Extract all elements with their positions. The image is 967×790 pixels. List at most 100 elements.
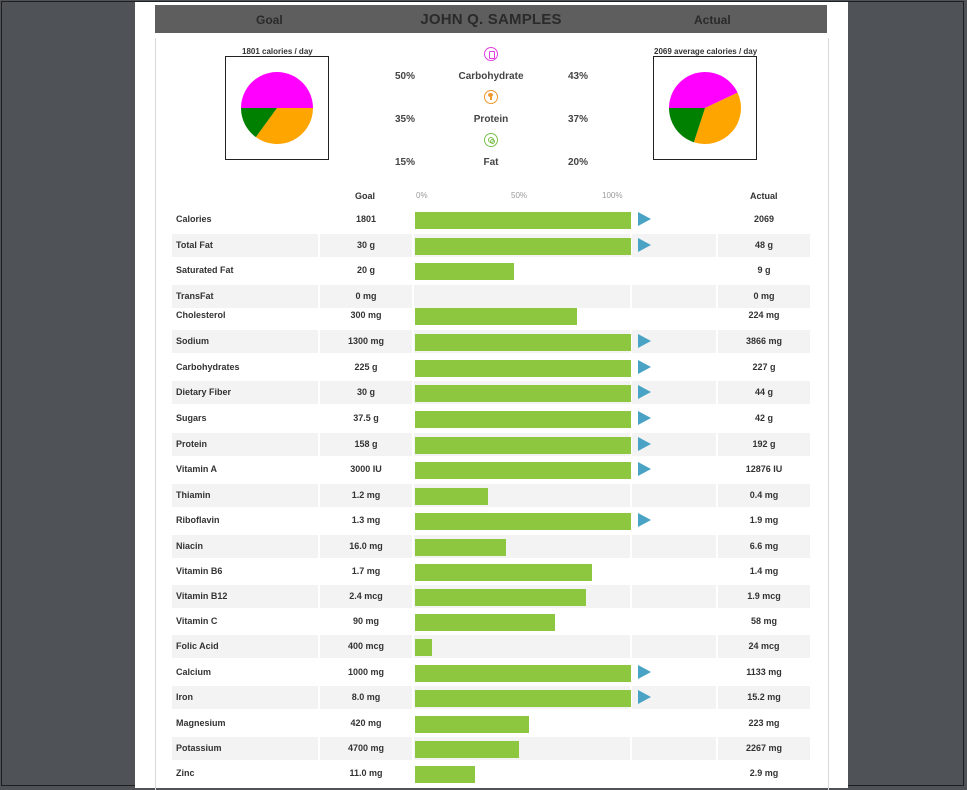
- nutrient-name-cell: Sodium: [172, 330, 318, 353]
- nutrient-name-cell: Calories: [172, 208, 318, 231]
- table-row: Dietary Fiber 30 g 44 g: [172, 381, 810, 404]
- pie-slice-protein: [255, 108, 313, 144]
- bar-cell: [414, 509, 631, 532]
- over-goal-arrow-icon: [638, 437, 651, 451]
- progress-bar: [415, 238, 631, 255]
- actual-cell: 1.9 mcg: [718, 585, 810, 608]
- actual-value: 1.9 mcg: [747, 591, 781, 601]
- progress-bar: [415, 334, 631, 351]
- goal-cell: 4700 mg: [320, 737, 412, 760]
- actual-cell: 24 mcg: [718, 635, 810, 658]
- nutrient-name-cell: Niacin: [172, 535, 318, 558]
- bar-cell: [414, 737, 630, 760]
- over-goal-arrow-icon: [638, 690, 651, 704]
- pie-slice-carbohydrate: [241, 72, 313, 108]
- actual-cell: 2069: [718, 208, 810, 231]
- nutrient-name: Zinc: [176, 768, 195, 778]
- table-row: Calories 1801 2069: [172, 208, 810, 231]
- arrow-cell: [632, 712, 716, 735]
- actual-value: 3866 mg: [745, 336, 783, 346]
- actual-value: 227 g: [752, 362, 776, 372]
- table-row: Saturated Fat 20 g 9 g: [172, 259, 810, 282]
- pie-slice-fat: [669, 108, 705, 143]
- arrow-cell: [632, 208, 716, 231]
- arrow-cell: [632, 433, 716, 456]
- goal-cell: 3000 IU: [320, 458, 412, 481]
- progress-bar: [415, 488, 488, 505]
- nutrient-name: Total Fat: [176, 240, 213, 250]
- progress-bar: [415, 513, 631, 530]
- nutrient-name-cell: Magnesium: [172, 712, 318, 735]
- arrow-cell: [632, 610, 716, 633]
- actual-cell: 3866 mg: [718, 330, 810, 353]
- goal-value: 1.2 mg: [351, 490, 381, 500]
- table-row: Cholesterol 300 mg 224 mg: [172, 304, 810, 327]
- over-goal-arrow-icon: [638, 238, 651, 252]
- goal-cell: 2.4 mcg: [320, 585, 412, 608]
- bar-cell: [414, 762, 630, 785]
- goal-value: 158 g: [354, 439, 378, 449]
- progress-bar: [415, 411, 631, 428]
- goal-value: 400 mcg: [347, 641, 385, 651]
- nutrient-name: Cholesterol: [176, 310, 226, 320]
- table-row: Thiamin 1.2 mg 0.4 mg: [172, 484, 810, 507]
- goal-value: 1000 mg: [347, 667, 385, 677]
- bar-cell: [414, 610, 630, 633]
- progress-bar: [415, 716, 529, 733]
- actual-cell: 1.9 mg: [718, 509, 810, 532]
- pie-slice-protein: [693, 92, 741, 144]
- bar-cell: [414, 234, 631, 257]
- goal-cell: 1801: [320, 208, 412, 231]
- goal-cell: 400 mcg: [320, 635, 412, 658]
- goal-value: 1.3 mg: [351, 515, 381, 525]
- arrow-cell: [632, 560, 716, 583]
- goal-cell: 37.5 g: [320, 407, 412, 430]
- protein-goal-percent: 35%: [395, 114, 416, 125]
- phone-icon: [484, 47, 498, 61]
- over-goal-arrow-icon: [638, 212, 651, 226]
- actual-cell: 1133 mg: [718, 661, 810, 684]
- progress-bar: [415, 263, 514, 280]
- table-row: Calcium 1000 mg 1133 mg: [172, 661, 810, 684]
- progress-bar: [415, 614, 555, 631]
- fat-icon: [484, 133, 498, 147]
- nutrition-panel: 1801 calories / day 2069 average calorie…: [155, 38, 829, 790]
- arrow-cell: [632, 356, 716, 379]
- progress-bar: [415, 589, 586, 606]
- goal-value: 11.0 mg: [349, 768, 383, 778]
- arrow-cell: [632, 686, 716, 709]
- actual-cell: 58 mg: [718, 610, 810, 633]
- table-row: Vitamin B12 2.4 mcg 1.9 mcg: [172, 585, 810, 608]
- actual-value: 42 g: [754, 413, 773, 423]
- table-row: Total Fat 30 g 48 g: [172, 234, 810, 257]
- table-row: Vitamin B6 1.7 mg 1.4 mg: [172, 560, 810, 583]
- arrow-cell: [632, 234, 716, 257]
- goal-value: 225 g: [354, 362, 378, 372]
- actual-cell: 0 mg: [718, 285, 810, 308]
- arrow-cell: [632, 330, 716, 353]
- nutrient-name: Iron: [176, 692, 193, 702]
- over-goal-arrow-icon: [638, 334, 651, 348]
- bar-cell: [414, 686, 631, 709]
- bar-cell: [414, 712, 630, 735]
- nutrient-name-cell: Sugars: [172, 407, 318, 430]
- nutrient-name-cell: Vitamin A: [172, 458, 318, 481]
- nutrient-name-cell: Zinc: [172, 762, 318, 785]
- bar-cell: [414, 407, 631, 430]
- actual-cell: 15.2 mg: [718, 686, 810, 709]
- actual-cell: 192 g: [718, 433, 810, 456]
- arrow-cell: [632, 484, 716, 507]
- progress-bar: [415, 690, 631, 707]
- nutrient-name: Vitamin A: [176, 464, 218, 474]
- table-row: Magnesium 420 mg 223 mg: [172, 712, 810, 735]
- bar-cell: [414, 560, 630, 583]
- progress-bar: [415, 462, 631, 479]
- fat-goal-percent: 15%: [395, 157, 416, 168]
- nutrient-name-cell: Thiamin: [172, 484, 318, 507]
- actual-column-header: Actual: [750, 191, 778, 201]
- report-sheet: Goal JOHN Q. SAMPLES Actual 1801 calorie…: [135, 2, 848, 790]
- arrow-cell: [632, 635, 716, 658]
- goal-value: 420 mg: [350, 718, 382, 728]
- nutrient-name-cell: Protein: [172, 433, 318, 456]
- goal-value: 1300 mg: [347, 336, 385, 346]
